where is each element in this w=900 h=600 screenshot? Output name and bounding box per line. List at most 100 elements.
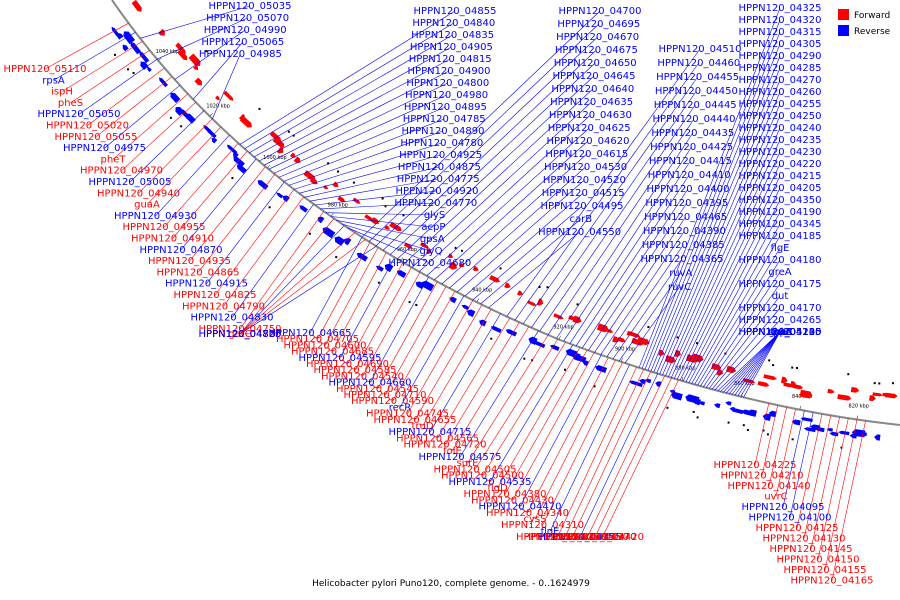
gene-label: HPPN120_04540 xyxy=(321,371,404,382)
reverse-gene xyxy=(139,51,150,64)
gene-label: HPPN120_04830 xyxy=(191,313,274,324)
reverse-gene xyxy=(768,410,777,418)
gene-label: HPPN120_04650 xyxy=(554,58,637,69)
gene-label: HPPN120_04915 xyxy=(165,279,248,290)
gene-label: HPPN120_04120 xyxy=(739,327,822,338)
gene-label: flgE xyxy=(771,243,790,254)
gene-label: HPPN120_04330 xyxy=(524,532,607,543)
reverse-gene xyxy=(762,413,772,421)
small-feature xyxy=(287,130,290,133)
reverse-gene xyxy=(257,180,269,190)
leader-line xyxy=(324,247,379,346)
small-feature xyxy=(593,385,596,388)
reverse-gene xyxy=(317,216,325,224)
small-feature xyxy=(576,303,579,306)
gene-label: HPPN120_04255 xyxy=(739,99,822,110)
small-feature xyxy=(696,416,699,419)
leader-line xyxy=(407,300,474,414)
forward-gene xyxy=(448,261,457,270)
forward-gene xyxy=(885,392,898,399)
gene-label: HPPN120_05005 xyxy=(89,177,172,188)
gene-label: HPPN120_04780 xyxy=(400,138,483,149)
small-feature xyxy=(696,342,698,345)
gene-label: HPPN120_04520 xyxy=(543,175,626,186)
forward-gene xyxy=(389,221,402,232)
leader-line xyxy=(70,50,150,104)
tick-mark xyxy=(209,113,213,117)
forward-gene xyxy=(289,152,296,158)
leader-line xyxy=(253,46,452,158)
tick-mark xyxy=(620,357,623,362)
reverse-gene xyxy=(130,41,142,55)
leader-line xyxy=(214,189,295,296)
leader-line xyxy=(731,331,781,395)
gene-label: HPPN120_04445 xyxy=(654,100,737,111)
gene-label: HPPN120_04190 xyxy=(739,207,822,218)
gene-label: HPPN120_04875 xyxy=(398,162,481,173)
leader-line xyxy=(685,199,781,383)
gene-label: ruvA xyxy=(669,268,692,279)
gene-label: glyS xyxy=(424,210,445,221)
gene-label: surE xyxy=(457,458,479,469)
leader-line xyxy=(44,22,129,70)
small-feature xyxy=(746,429,749,431)
forward-gene xyxy=(158,28,165,36)
legend-reverse-label: Reverse xyxy=(854,27,891,37)
gene-label: HPPN120_04185 xyxy=(739,231,822,242)
leader-line xyxy=(676,163,781,380)
leader-line xyxy=(189,166,266,262)
gene-label: HPPN120_04175 xyxy=(739,279,822,290)
gene-label: HPPN120_04500 xyxy=(441,471,524,482)
forward-gene xyxy=(489,274,501,283)
reverse-gene xyxy=(655,381,662,388)
leader-line xyxy=(668,127,781,378)
reverse-gene xyxy=(461,304,470,311)
small-feature xyxy=(454,246,457,249)
small-feature xyxy=(564,368,566,371)
reverse-gene xyxy=(299,205,308,213)
leader-line xyxy=(575,174,690,347)
leader-line xyxy=(339,257,395,358)
reverse-gene xyxy=(170,92,181,104)
gene-label: uvrC xyxy=(764,492,787,503)
gene-label: cysS xyxy=(524,514,547,525)
leader-line xyxy=(547,118,695,336)
gene-label: HPPN120_04420 xyxy=(561,532,644,543)
gene-label: HPPN120_04900 xyxy=(408,66,491,77)
small-feature xyxy=(381,197,384,200)
leader-line xyxy=(641,19,781,369)
genome-backbone-arc xyxy=(111,0,900,426)
leader-line xyxy=(61,41,143,92)
leader-line xyxy=(549,364,630,532)
gene-label: HPPN120_04825 xyxy=(174,290,257,301)
small-feature xyxy=(180,125,183,128)
gene-label: HPPN120_04205 xyxy=(739,183,822,194)
leader-line xyxy=(155,134,230,217)
forward-gene xyxy=(757,380,770,387)
leader-line xyxy=(659,91,781,375)
forward-gene xyxy=(664,355,676,364)
gene-label: HPPN120_04975 xyxy=(63,143,146,154)
small-feature xyxy=(132,72,135,74)
gene-label: HPPN120_04700 xyxy=(559,6,642,17)
reverse-gene xyxy=(158,77,168,88)
leader-line xyxy=(563,146,692,342)
tick-label: 820 kbp xyxy=(849,404,869,410)
tick-label: 980 kbp xyxy=(328,203,348,209)
leader-line xyxy=(761,405,778,476)
leader-line xyxy=(539,104,696,332)
gene-label: HPPN120_04640 xyxy=(551,84,634,95)
gene-label: HPPN120_04625 xyxy=(548,123,631,134)
leader-line xyxy=(789,412,814,518)
reverse-gene xyxy=(122,44,129,52)
small-feature xyxy=(499,267,502,270)
gene-label: HPPN120_04260 xyxy=(739,87,822,98)
leader-line xyxy=(362,271,421,377)
reverse-gene xyxy=(714,403,721,409)
gene-label: HPPN120_04535 xyxy=(449,477,532,488)
small-feature xyxy=(352,181,355,184)
gene-label: HPPN120_04495 xyxy=(541,201,624,212)
leader-line xyxy=(775,408,796,497)
tick-mark xyxy=(267,164,271,169)
small-feature xyxy=(377,281,380,284)
